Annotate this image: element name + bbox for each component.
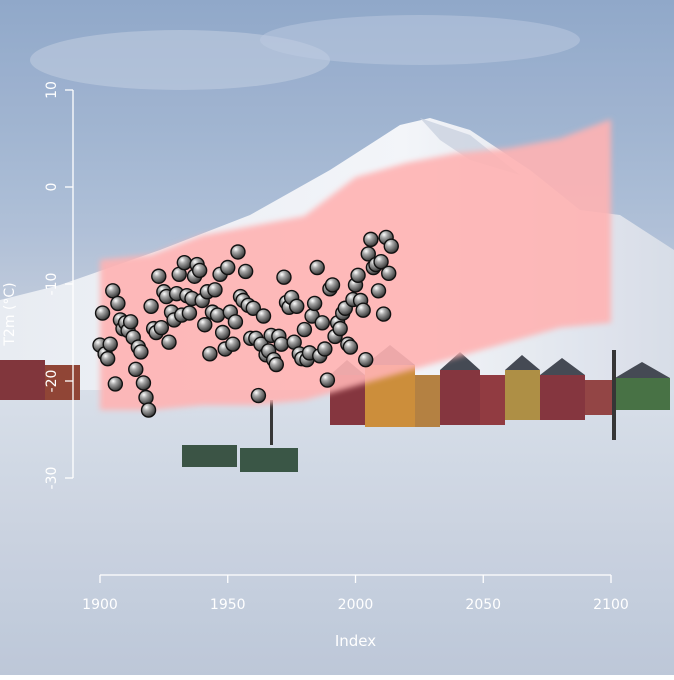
- data-point: [153, 319, 170, 336]
- data-point: [151, 268, 167, 284]
- data-point: [99, 350, 116, 367]
- data-point: [207, 282, 223, 298]
- x-tick-label: 2000: [338, 597, 374, 613]
- data-point: [181, 305, 198, 321]
- data-point: [255, 308, 272, 324]
- data-point: [306, 295, 323, 312]
- x-tick-label: 2100: [593, 597, 629, 613]
- y-axis-ticks: 10 0 -10 -20 -30: [44, 81, 73, 489]
- data-point: [358, 351, 374, 368]
- y-tick-label: -10: [44, 273, 60, 296]
- data-point: [245, 300, 262, 316]
- data-point: [350, 267, 366, 283]
- data-point: [133, 344, 149, 360]
- y-tick-label: -20: [44, 370, 60, 393]
- y-tick-label: -30: [44, 467, 60, 490]
- data-point: [191, 262, 208, 279]
- data-point: [375, 306, 392, 322]
- data-point: [135, 375, 152, 391]
- data-point: [105, 283, 121, 299]
- data-point: [273, 336, 290, 352]
- data-point: [319, 372, 336, 388]
- data-point: [176, 254, 193, 271]
- data-point: [324, 277, 341, 293]
- data-point: [230, 244, 246, 260]
- data-point: [342, 339, 359, 355]
- x-tick-label: 1900: [82, 597, 118, 613]
- y-axis-label: T2m (°C): [2, 282, 18, 346]
- y-tick-label: 0: [44, 183, 60, 192]
- data-points: [92, 229, 399, 418]
- y-tick-label: 10: [44, 81, 60, 99]
- x-tick-label: 1950: [210, 597, 246, 613]
- data-point: [314, 315, 330, 331]
- x-axis-label: Index: [335, 632, 376, 650]
- data-point: [370, 283, 387, 299]
- x-axis-ticks: 1900 1950 2000 2050 2100: [82, 575, 629, 613]
- data-point: [383, 238, 399, 254]
- data-point: [355, 302, 371, 318]
- data-point: [202, 346, 218, 362]
- data-point: [102, 336, 118, 352]
- axes: 1900 1950 2000 2050 2100 100-10-20-30 Index …: [2, 81, 629, 650]
- data-point: [250, 387, 267, 404]
- data-point: [309, 259, 325, 276]
- data-point: [161, 334, 177, 350]
- data-point: [107, 376, 124, 392]
- data-point: [373, 253, 389, 270]
- data-point: [381, 265, 397, 282]
- data-point: [138, 389, 154, 406]
- data-point: [140, 402, 157, 418]
- data-point: [276, 269, 292, 285]
- data-point: [289, 298, 305, 315]
- data-point: [220, 259, 236, 276]
- data-point: [296, 321, 313, 338]
- data-point: [122, 314, 139, 330]
- data-point: [143, 298, 159, 315]
- data-point: [332, 320, 348, 337]
- data-point: [268, 356, 284, 373]
- data-point: [197, 317, 213, 333]
- data-point: [225, 336, 241, 352]
- data-point: [360, 246, 376, 262]
- x-tick-label: 2050: [465, 597, 501, 613]
- data-point: [317, 341, 333, 357]
- data-point: [214, 324, 231, 341]
- data-point: [94, 305, 111, 321]
- data-point: [363, 231, 379, 248]
- data-point: [128, 361, 144, 378]
- data-point: [227, 314, 244, 330]
- data-point: [237, 263, 254, 280]
- data-point: [110, 295, 126, 312]
- data-point: [209, 307, 226, 323]
- dumpsters: [182, 445, 298, 472]
